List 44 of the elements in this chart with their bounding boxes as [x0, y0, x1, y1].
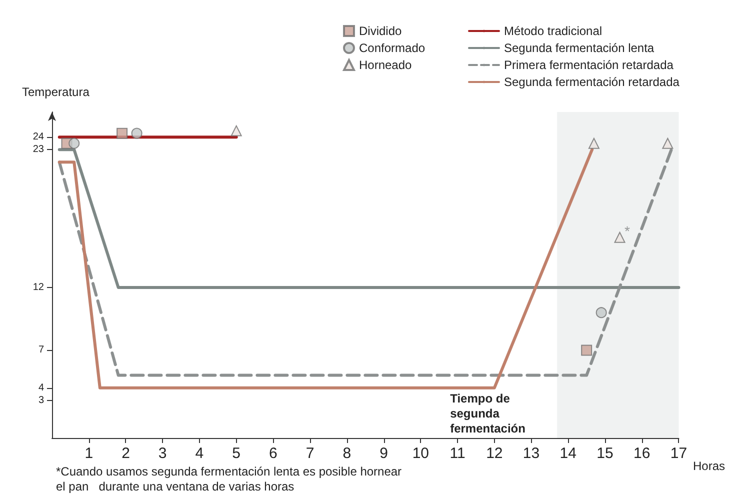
- x-tick-label: 15: [596, 445, 614, 462]
- point: [68, 138, 80, 149]
- band-label: Tiempo de segunda fermentación: [450, 392, 526, 436]
- point: [596, 307, 607, 318]
- x-tick-label: 10: [412, 445, 430, 462]
- x-tick-label: 16: [634, 445, 650, 462]
- legend-label: Segunda fermentación lenta: [504, 41, 654, 55]
- x-tick-label: 14: [560, 445, 576, 462]
- x-tick-label: 11: [450, 445, 466, 462]
- legend-label: Primera fermentación retardada: [504, 58, 674, 72]
- y-tick-label: 23: [32, 144, 44, 156]
- y-tick-label: 12: [32, 282, 44, 294]
- x-tick-label: 1: [84, 445, 94, 462]
- x-tick-label: 9: [380, 445, 388, 462]
- y-tick-label: 24: [32, 132, 44, 143]
- legend-label: Conformado: [359, 41, 426, 55]
- point: [588, 138, 600, 149]
- x-tick-label: 8: [342, 445, 352, 462]
- point: [662, 138, 674, 149]
- legend-label: Segunda fermentación retardada: [504, 75, 680, 89]
- x-axis-title: Horas: [692, 459, 725, 473]
- x-tick-label: 7: [306, 445, 314, 462]
- x-tick-label: 2: [122, 445, 130, 462]
- point: [581, 344, 592, 356]
- point: [230, 125, 242, 136]
- x-tick-label: 13: [522, 445, 540, 462]
- y-tick-label: 3: [38, 394, 44, 406]
- x-tick-label: 4: [195, 445, 204, 462]
- x-tick-label: 3: [158, 445, 167, 462]
- point: [614, 232, 626, 243]
- y-axis-title: Temperatura: [22, 85, 90, 99]
- legend-label: Método tradicional: [504, 24, 602, 38]
- y-tick-label: 4: [38, 382, 44, 394]
- legend-label: Horneado: [359, 58, 412, 72]
- x-tick-label: 5: [232, 445, 241, 462]
- point: [131, 128, 142, 139]
- x-tick-label: 12: [486, 445, 503, 462]
- x-tick-label: 6: [269, 445, 278, 462]
- legend-label: Dividido: [359, 24, 402, 38]
- x-tick-label: 17: [670, 445, 688, 462]
- point: [116, 128, 128, 139]
- annotation: *: [624, 223, 631, 239]
- y-tick-label: 7: [38, 344, 44, 356]
- text: *Cuando usamos segunda fermentación lenta es posible hornear el pan durante una ventana de varias horas: [56, 464, 405, 494]
